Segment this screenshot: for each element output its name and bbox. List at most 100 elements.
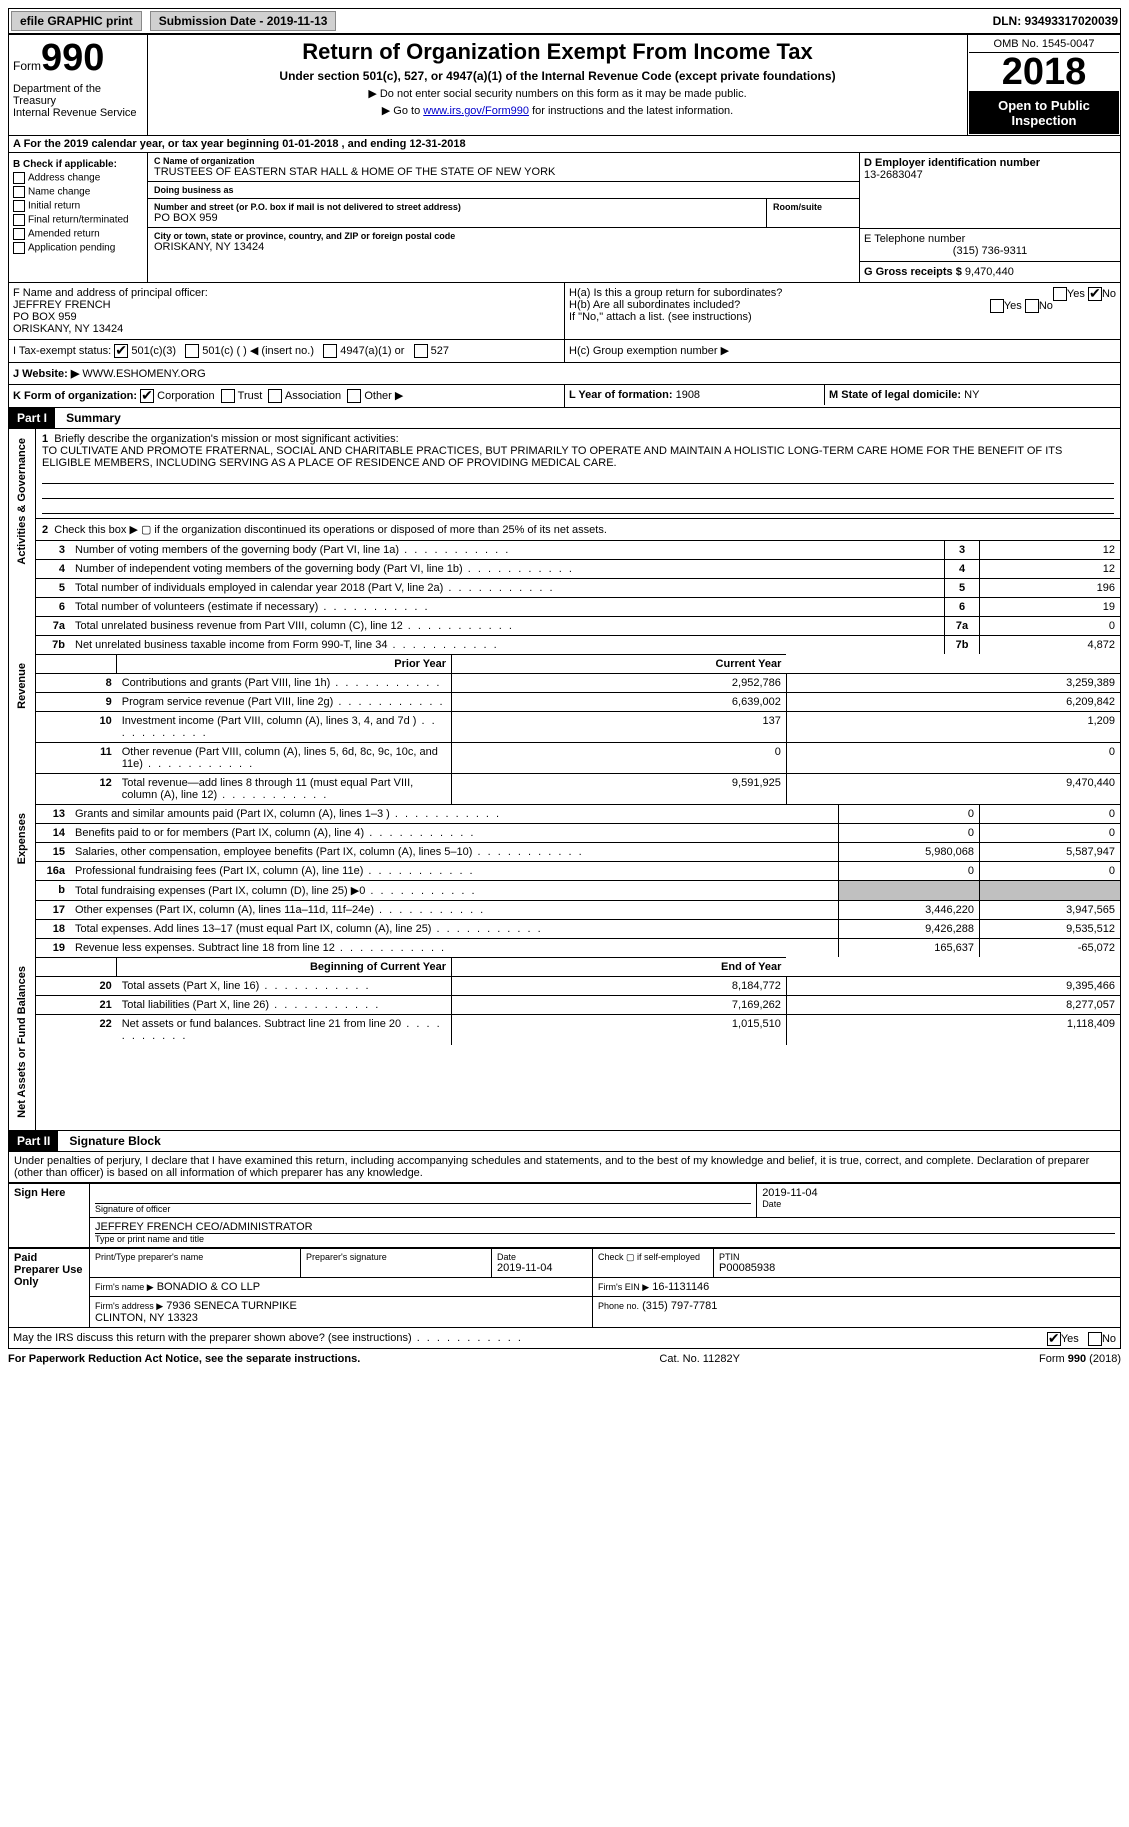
table-row: 7aTotal unrelated business revenue from … <box>36 616 1120 635</box>
table-row: 18Total expenses. Add lines 13–17 (must … <box>36 919 1120 938</box>
hb-row: H(b) Are all subordinates included? Yes … <box>569 299 1116 311</box>
col-prior: Prior Year <box>117 654 452 673</box>
cb-trust[interactable] <box>221 389 235 403</box>
col-beginning: Beginning of Current Year <box>117 957 452 976</box>
table-row: 9Program service revenue (Part VIII, lin… <box>36 692 1120 711</box>
ptin-value: P00085938 <box>719 1262 1115 1274</box>
discuss-row: May the IRS discuss this return with the… <box>8 1328 1121 1349</box>
ptin-label: PTIN <box>719 1252 1115 1262</box>
cb-final-return[interactable]: Final return/terminated <box>13 214 143 226</box>
form-header: Form990 Department of the Treasury Inter… <box>8 34 1121 136</box>
year-formation-label: L Year of formation: <box>569 389 673 401</box>
cb-name-change[interactable]: Name change <box>13 186 143 198</box>
mission-text: TO CULTIVATE AND PROMOTE FRATERNAL, SOCI… <box>42 445 1062 469</box>
part1-tag: Part I <box>9 408 55 428</box>
form-word: Form <box>13 59 41 73</box>
col-current: Current Year <box>452 654 787 673</box>
part1-title: Summary <box>58 408 129 428</box>
top-bar: efile GRAPHIC print Submission Date - 20… <box>8 8 1121 34</box>
cb-initial-return[interactable]: Initial return <box>13 200 143 212</box>
cb-527[interactable] <box>414 344 428 358</box>
efile-print-button[interactable]: efile GRAPHIC print <box>11 11 142 31</box>
gross-label: G Gross receipts $ <box>864 266 962 278</box>
sig-name-value: JEFFREY FRENCH CEO/ADMINISTRATOR <box>95 1221 1115 1234</box>
submission-date-button[interactable]: Submission Date - 2019-11-13 <box>150 11 337 31</box>
cat-no: Cat. No. 11282Y <box>659 1353 740 1365</box>
form-org-label: K Form of organization: <box>13 390 137 402</box>
discuss-text: May the IRS discuss this return with the… <box>13 1332 523 1344</box>
table-row: bTotal fundraising expenses (Part IX, co… <box>36 880 1120 900</box>
firm-phone: (315) 797-7781 <box>642 1300 717 1312</box>
hb-no[interactable] <box>1025 299 1039 313</box>
table-row: 8Contributions and grants (Part VIII, li… <box>36 673 1120 692</box>
officer-addr1: PO BOX 959 <box>13 311 560 323</box>
cb-amended-return[interactable]: Amended return <box>13 228 143 240</box>
col-end: End of Year <box>452 957 787 976</box>
website-value: WWW.ESHOMENY.ORG <box>82 368 205 380</box>
website-label: J Website: ▶ <box>13 368 79 380</box>
cb-501c3[interactable] <box>114 344 128 358</box>
hb-yes[interactable] <box>990 299 1004 313</box>
sign-here-block: Sign Here Signature of officer 2019-11-0… <box>8 1183 1121 1248</box>
form-title: Return of Organization Exempt From Incom… <box>156 39 959 65</box>
form-number: 990 <box>41 37 104 79</box>
org-name-label: C Name of organization <box>154 156 853 166</box>
phone-label: E Telephone number <box>864 233 1116 245</box>
sig-officer-label: Signature of officer <box>95 1204 751 1214</box>
firm-name-label: Firm's name ▶ <box>95 1282 154 1292</box>
ha-no[interactable] <box>1088 287 1102 301</box>
officer-label: F Name and address of principal officer: <box>13 287 560 299</box>
cb-other[interactable] <box>347 389 361 403</box>
discuss-no[interactable] <box>1088 1332 1102 1346</box>
table-row: 21Total liabilities (Part X, line 26)7,1… <box>36 995 1120 1014</box>
firm-name: BONADIO & CO LLP <box>157 1281 260 1293</box>
officer-h-block: F Name and address of principal officer:… <box>8 283 1121 408</box>
gross-value: 9,470,440 <box>965 266 1014 278</box>
part2-title: Signature Block <box>61 1131 168 1151</box>
firm-phone-label: Phone no. <box>598 1301 639 1311</box>
firm-ein: 16-1131146 <box>652 1281 709 1293</box>
irs-link[interactable]: www.irs.gov/Form990 <box>423 105 529 117</box>
year-formation: 1908 <box>676 389 700 401</box>
cb-501c[interactable] <box>185 344 199 358</box>
domicile-label: M State of legal domicile: <box>829 389 961 401</box>
table-row: 6Total number of volunteers (estimate if… <box>36 597 1120 616</box>
side-governance: Activities & Governance <box>14 430 30 573</box>
q1-label: Briefly describe the organization's miss… <box>54 433 398 445</box>
dba-label: Doing business as <box>154 185 853 195</box>
ein-label: D Employer identification number <box>864 157 1116 169</box>
table-row: 20Total assets (Part X, line 16)8,184,77… <box>36 976 1120 995</box>
pra-notice: For Paperwork Reduction Act Notice, see … <box>8 1353 360 1365</box>
cb-assoc[interactable] <box>268 389 282 403</box>
table-row: 11Other revenue (Part VIII, column (A), … <box>36 742 1120 773</box>
hc-row: H(c) Group exemption number ▶ <box>565 339 1121 362</box>
table-row: 14Benefits paid to or for members (Part … <box>36 823 1120 842</box>
discuss-yes[interactable] <box>1047 1332 1061 1346</box>
dln-text: DLN: 93493317020039 <box>993 14 1118 28</box>
row-a-period: A For the 2019 calendar year, or tax yea… <box>8 136 1121 153</box>
table-row: 12Total revenue—add lines 8 through 11 (… <box>36 773 1120 804</box>
phone-value: (315) 736-9311 <box>864 245 1116 257</box>
officer-name: JEFFREY FRENCH <box>13 299 560 311</box>
cb-application-pending[interactable]: Application pending <box>13 242 143 254</box>
ha-row: H(a) Is this a group return for subordin… <box>569 287 1116 299</box>
org-name: TRUSTEES OF EASTERN STAR HALL & HOME OF … <box>154 166 853 178</box>
table-row: 7bNet unrelated business taxable income … <box>36 635 1120 654</box>
table-row: 15Salaries, other compensation, employee… <box>36 842 1120 861</box>
q2-text: Check this box ▶ ▢ if the organization d… <box>54 524 607 536</box>
prep-date: 2019-11-04 <box>497 1262 587 1274</box>
paid-preparer-block: Paid Preparer Use Only Print/Type prepar… <box>8 1248 1121 1328</box>
table-row: 17Other expenses (Part IX, column (A), l… <box>36 900 1120 919</box>
table-row: 22Net assets or fund balances. Subtract … <box>36 1014 1120 1045</box>
cb-4947[interactable] <box>323 344 337 358</box>
table-row: 5Total number of individuals employed in… <box>36 578 1120 597</box>
prep-self: Check ▢ if self-employed <box>598 1252 708 1263</box>
cb-corp[interactable] <box>140 389 154 403</box>
tax-status-label: I Tax-exempt status: <box>13 345 111 357</box>
cb-address-change[interactable]: Address change <box>13 172 143 184</box>
addr-label: Number and street (or P.O. box if mail i… <box>154 202 760 212</box>
prep-date-label: Date <box>497 1252 587 1262</box>
ha-yes[interactable] <box>1053 287 1067 301</box>
ssn-note: ▶ Do not enter social security numbers o… <box>156 87 959 100</box>
side-netassets: Net Assets or Fund Balances <box>14 958 30 1126</box>
